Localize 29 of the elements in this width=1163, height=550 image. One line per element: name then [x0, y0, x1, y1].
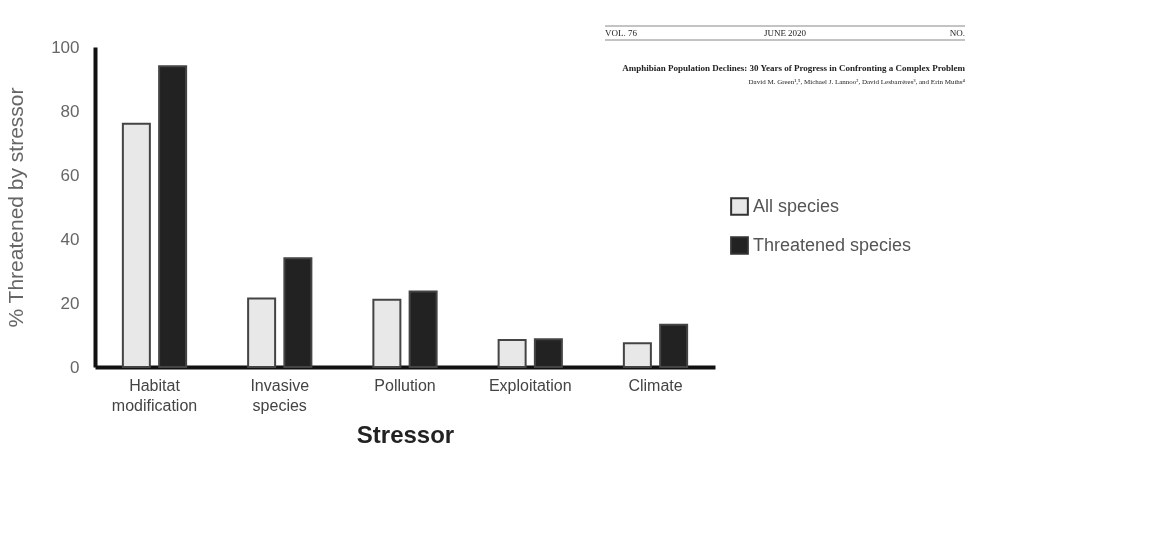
bar	[659, 323, 689, 368]
x-tick-label: Habitat modification	[111, 376, 198, 414]
bar	[622, 342, 652, 368]
y-tick-label: 20	[60, 293, 80, 313]
y-tick-label: 0	[70, 357, 80, 377]
bar	[497, 339, 527, 368]
x-tick-label: Pollution	[374, 376, 436, 394]
text: VOL. 76	[605, 28, 638, 38]
text: JUNE 2020	[763, 28, 807, 38]
legend-label: Threatened species	[753, 234, 912, 255]
bar	[533, 338, 563, 368]
x-axis-title: Stressor	[356, 420, 455, 448]
x-tick-label: Climate	[628, 376, 683, 394]
y-axis-title: % Threatened by stressor	[4, 87, 28, 328]
legend-label: All species	[753, 195, 840, 216]
y-tick-label: 60	[60, 165, 80, 185]
annotation: Amphibian Population Declines: 30 Years of Progress in Confronting a Complex Problem	[622, 63, 966, 73]
bar	[121, 122, 151, 368]
bar	[158, 65, 188, 368]
bar	[408, 290, 438, 368]
y-tick-label: 40	[60, 229, 80, 249]
x-tick-label: Invasive species	[250, 376, 310, 414]
x-tick-label: Exploitation	[488, 376, 572, 394]
y-tick-label: 100	[51, 37, 80, 57]
bar	[247, 297, 277, 368]
bar	[372, 298, 402, 368]
text: NO.	[949, 28, 965, 38]
bar	[283, 257, 313, 368]
y-tick-label: 80	[60, 101, 80, 121]
